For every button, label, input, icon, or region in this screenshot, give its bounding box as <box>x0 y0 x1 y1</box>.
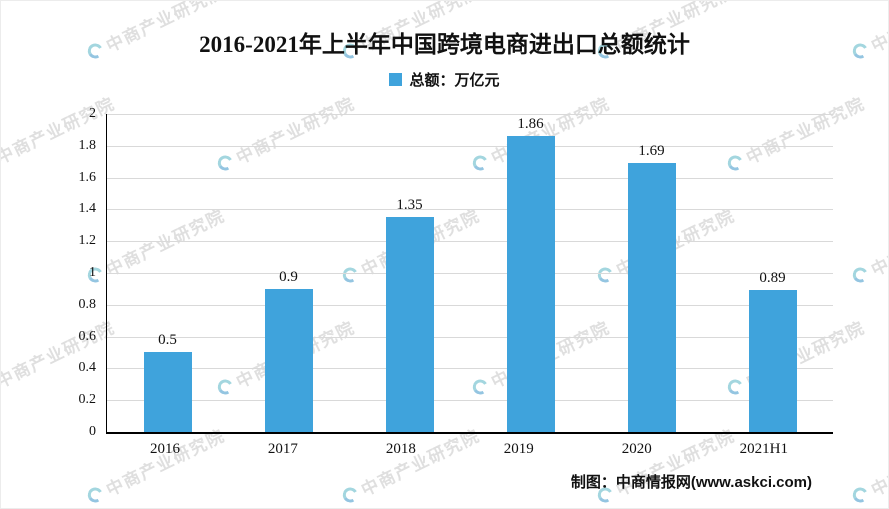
gridline <box>107 400 833 401</box>
gridline <box>107 178 833 179</box>
x-tick-label: 2019 <box>503 441 534 457</box>
legend-swatch <box>389 73 403 86</box>
bar-value-label: 0.5 <box>158 332 177 348</box>
y-tick-label: 2 <box>89 106 96 121</box>
y-tick-label: 0.8 <box>78 297 97 312</box>
x-tick-label: 2017 <box>267 441 298 457</box>
bar <box>627 163 676 432</box>
gridline <box>107 114 833 115</box>
gridline <box>107 305 833 306</box>
x-tick-label: 2016 <box>149 441 180 457</box>
bar <box>506 136 555 432</box>
chart-title: 2016-2021年上半年中国跨境电商进出口总额统计 <box>199 32 690 57</box>
y-tick-label: 1.6 <box>78 170 97 185</box>
bar-value-label: 1.86 <box>517 116 544 132</box>
x-tick-label: 2018 <box>385 441 416 457</box>
bar-series: 0.5 0.9 1.35 1.86 1.69 0.89 <box>107 114 833 432</box>
bar-column: 1.35 <box>385 197 434 432</box>
bar-column: 1.86 <box>506 116 555 432</box>
gridline <box>107 273 833 274</box>
gridline <box>107 146 833 147</box>
legend: 总额：万亿元 <box>1 69 888 90</box>
gridline <box>107 209 833 210</box>
bar-value-label: 1.69 <box>638 143 665 159</box>
y-tick-label: 0 <box>89 424 96 439</box>
bar <box>264 289 313 432</box>
bar-value-label: 1.35 <box>396 197 423 213</box>
legend-label: 总额：万亿元 <box>409 72 500 89</box>
gridline <box>107 337 833 338</box>
bar-column: 0.5 <box>143 332 192 432</box>
bar <box>385 217 434 432</box>
gridline <box>107 241 833 242</box>
y-tick-label: 1.8 <box>78 138 97 153</box>
y-tick-label: 0.4 <box>78 360 97 375</box>
y-tick-label: 0.6 <box>78 329 97 344</box>
y-tick-label: 1.4 <box>78 201 97 216</box>
y-tick-label: 1.2 <box>78 233 97 248</box>
bar-column: 1.69 <box>627 143 676 432</box>
bar <box>748 290 797 432</box>
x-tick-label: 2020 <box>621 441 652 457</box>
y-tick-label: 1 <box>89 265 96 280</box>
bar-value-label: 0.89 <box>759 270 786 286</box>
x-axis: 2016 2017 2018 2019 2020 2021H1 <box>106 441 832 458</box>
source-credit: 制图：中商情报网(www.askci.com) <box>570 474 812 491</box>
bar-column: 0.89 <box>748 270 797 432</box>
plot-area: 0.5 0.9 1.35 1.86 1.69 0.89 <box>106 114 833 434</box>
gridline <box>107 368 833 369</box>
bar-value-label: 0.9 <box>279 269 298 285</box>
bar <box>143 352 192 432</box>
y-tick-label: 0.2 <box>78 392 97 407</box>
x-tick-label: 2021H1 <box>739 441 788 457</box>
bar-column: 0.9 <box>264 269 313 432</box>
